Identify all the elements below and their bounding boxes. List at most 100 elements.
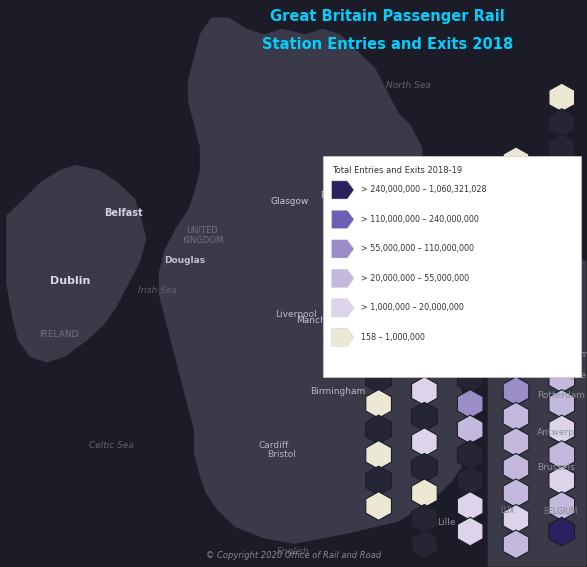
FancyBboxPatch shape bbox=[323, 156, 581, 377]
Polygon shape bbox=[6, 164, 147, 363]
Polygon shape bbox=[332, 328, 354, 346]
Polygon shape bbox=[411, 403, 437, 431]
Text: Leeds: Leeds bbox=[343, 304, 370, 314]
Polygon shape bbox=[411, 377, 437, 405]
Text: Liverpool: Liverpool bbox=[275, 310, 316, 319]
Polygon shape bbox=[411, 428, 437, 456]
Polygon shape bbox=[549, 185, 575, 214]
Polygon shape bbox=[549, 390, 575, 418]
Polygon shape bbox=[411, 454, 437, 482]
Polygon shape bbox=[332, 269, 354, 287]
Polygon shape bbox=[503, 352, 529, 380]
Text: Irish Sea: Irish Sea bbox=[138, 286, 177, 295]
Polygon shape bbox=[457, 466, 483, 495]
Text: IRELAND: IRELAND bbox=[39, 330, 79, 339]
Text: Manchester: Manchester bbox=[296, 316, 349, 325]
Polygon shape bbox=[549, 441, 575, 469]
Polygon shape bbox=[549, 211, 575, 239]
Polygon shape bbox=[332, 240, 354, 258]
Polygon shape bbox=[503, 198, 529, 227]
Polygon shape bbox=[332, 210, 354, 229]
Polygon shape bbox=[332, 181, 354, 199]
Polygon shape bbox=[457, 390, 483, 418]
Text: Total Entries and Exits 2018-19: Total Entries and Exits 2018-19 bbox=[332, 166, 462, 175]
Text: North Sea: North Sea bbox=[386, 81, 430, 90]
Polygon shape bbox=[366, 390, 392, 418]
Polygon shape bbox=[457, 517, 483, 546]
Polygon shape bbox=[457, 441, 483, 469]
Polygon shape bbox=[411, 249, 437, 278]
Polygon shape bbox=[503, 428, 529, 456]
Polygon shape bbox=[366, 364, 392, 393]
Text: © Copyright 2020 Office of Rail and Road: © Copyright 2020 Office of Rail and Road bbox=[206, 551, 381, 560]
Text: Birmingham: Birmingham bbox=[310, 387, 365, 396]
Text: > 20,000,000 – 55,000,000: > 20,000,000 – 55,000,000 bbox=[361, 274, 469, 283]
Text: NETHER-: NETHER- bbox=[539, 318, 572, 327]
Text: Nottingham: Nottingham bbox=[342, 350, 395, 359]
Polygon shape bbox=[457, 364, 483, 393]
Text: Rotterdam: Rotterdam bbox=[537, 391, 585, 400]
Polygon shape bbox=[457, 287, 483, 316]
Polygon shape bbox=[503, 223, 529, 252]
Text: Brussels: Brussels bbox=[537, 463, 575, 472]
Text: > 110,000,000 – 240,000,000: > 110,000,000 – 240,000,000 bbox=[361, 215, 479, 224]
Text: Dublin: Dublin bbox=[50, 276, 90, 286]
Polygon shape bbox=[457, 492, 483, 521]
Polygon shape bbox=[366, 492, 392, 521]
Polygon shape bbox=[549, 83, 575, 112]
Text: Great Britain Passenger Rail: Great Britain Passenger Rail bbox=[270, 9, 505, 23]
Polygon shape bbox=[503, 530, 529, 558]
Text: Amsterdam: Amsterdam bbox=[537, 350, 587, 359]
Text: 158 – 1,000,000: 158 – 1,000,000 bbox=[361, 333, 425, 342]
Polygon shape bbox=[549, 492, 575, 521]
Polygon shape bbox=[457, 338, 483, 367]
Polygon shape bbox=[549, 160, 575, 188]
Text: English: English bbox=[277, 547, 310, 556]
Polygon shape bbox=[487, 255, 587, 567]
Polygon shape bbox=[503, 249, 529, 278]
Text: Newcastle
upon Tyne: Newcastle upon Tyne bbox=[352, 237, 396, 256]
Polygon shape bbox=[503, 274, 529, 303]
Polygon shape bbox=[411, 479, 437, 507]
Polygon shape bbox=[411, 326, 437, 354]
Text: The Hague: The Hague bbox=[537, 371, 586, 380]
Polygon shape bbox=[411, 530, 437, 558]
Text: Douglas: Douglas bbox=[164, 256, 205, 265]
Polygon shape bbox=[549, 236, 575, 265]
Polygon shape bbox=[503, 147, 529, 176]
Polygon shape bbox=[503, 300, 529, 329]
Text: > 1,000,000 – 20,000,000: > 1,000,000 – 20,000,000 bbox=[361, 303, 464, 312]
Text: Antwerp: Antwerp bbox=[537, 428, 575, 437]
Polygon shape bbox=[549, 313, 575, 341]
Text: Bristol: Bristol bbox=[267, 450, 296, 459]
Polygon shape bbox=[366, 415, 392, 444]
Polygon shape bbox=[503, 505, 529, 533]
Polygon shape bbox=[158, 17, 470, 544]
Text: Lille: Lille bbox=[437, 518, 456, 527]
Text: Glasgow: Glasgow bbox=[270, 197, 308, 206]
Polygon shape bbox=[457, 236, 483, 265]
Text: Cardiff: Cardiff bbox=[258, 441, 289, 450]
Text: > 55,000,000 – 110,000,000: > 55,000,000 – 110,000,000 bbox=[361, 244, 474, 253]
Polygon shape bbox=[503, 479, 529, 507]
Polygon shape bbox=[549, 262, 575, 290]
Text: Edinburgh: Edinburgh bbox=[320, 191, 366, 200]
Text: LUX: LUX bbox=[501, 506, 515, 515]
Polygon shape bbox=[549, 466, 575, 495]
Polygon shape bbox=[549, 109, 575, 137]
Polygon shape bbox=[411, 274, 437, 303]
Polygon shape bbox=[549, 338, 575, 367]
Text: Celtic Sea: Celtic Sea bbox=[89, 441, 134, 450]
Polygon shape bbox=[457, 415, 483, 444]
Polygon shape bbox=[457, 262, 483, 290]
Polygon shape bbox=[411, 505, 437, 533]
Text: Belfast: Belfast bbox=[104, 208, 143, 218]
Polygon shape bbox=[411, 300, 437, 329]
Polygon shape bbox=[457, 211, 483, 239]
Text: > 240,000,000 – 1,060,321,028: > 240,000,000 – 1,060,321,028 bbox=[361, 185, 487, 194]
Polygon shape bbox=[549, 517, 575, 546]
Polygon shape bbox=[457, 185, 483, 214]
Polygon shape bbox=[549, 364, 575, 393]
Polygon shape bbox=[411, 352, 437, 380]
Polygon shape bbox=[366, 441, 392, 469]
